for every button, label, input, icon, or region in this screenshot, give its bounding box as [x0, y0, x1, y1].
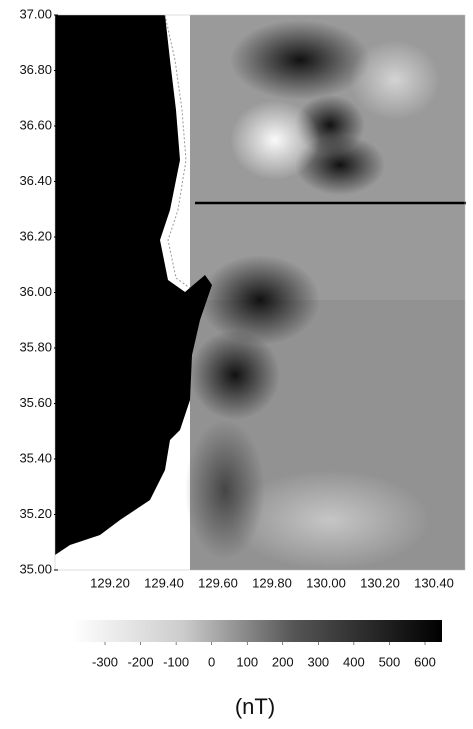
- x-tick-label: 129.20: [90, 575, 130, 590]
- x-tick-label: 129.60: [198, 575, 238, 590]
- x-tick-label: 129.80: [252, 575, 292, 590]
- colorbar-tick-label: 400: [343, 654, 365, 669]
- anomaly-blob: [200, 255, 320, 345]
- colorbar-tick-label: 300: [307, 654, 329, 669]
- y-tick-label: 36.80: [19, 62, 52, 77]
- anomaly-blob: [185, 420, 265, 560]
- colorbar-tick-label: 200: [272, 654, 294, 669]
- colorbar-tick-label: 500: [379, 654, 401, 669]
- colorbar-tick-label: 100: [236, 654, 258, 669]
- map-figure: (nT) 37.00 36.80 36.60 36.40 36.20 36.00 35.80…: [0, 0, 473, 724]
- anomaly-blob: [350, 40, 440, 120]
- colorbar-tick-label: 0: [208, 654, 215, 669]
- y-tick-label: 36.60: [19, 117, 52, 132]
- y-tick-label: 36.00: [19, 284, 52, 299]
- y-tick-label: 35.20: [19, 506, 52, 521]
- y-tick-label: 37.00: [19, 6, 52, 21]
- y-tick-label: 36.20: [19, 228, 52, 243]
- x-tick-label: 130.20: [360, 575, 400, 590]
- y-tick-label: 36.40: [19, 173, 52, 188]
- colorbar-tick-label: -300: [92, 654, 118, 669]
- y-tick-label: 35.80: [19, 339, 52, 354]
- y-tick-label: 35.60: [19, 395, 52, 410]
- x-tick-label: 130.00: [306, 575, 346, 590]
- colorbar-tick-label: -200: [128, 654, 154, 669]
- x-tick-label: 130.40: [414, 575, 454, 590]
- anomaly-blob: [230, 100, 320, 180]
- colorbar: [72, 620, 442, 642]
- colorbar-tick-label: -100: [163, 654, 189, 669]
- x-tick-label: 129.40: [144, 575, 184, 590]
- colorbar-unit: (nT): [235, 694, 275, 719]
- anomaly-blob: [230, 20, 370, 100]
- colorbar-tick-label: 600: [414, 654, 436, 669]
- y-tick-label: 35.00: [19, 561, 52, 576]
- y-tick-label: 35.40: [19, 450, 52, 465]
